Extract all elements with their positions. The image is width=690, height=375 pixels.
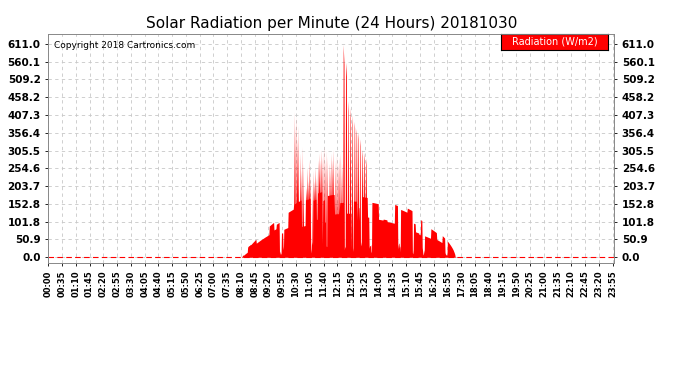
Text: Copyright 2018 Cartronics.com: Copyright 2018 Cartronics.com [54,40,195,50]
Title: Solar Radiation per Minute (24 Hours) 20181030: Solar Radiation per Minute (24 Hours) 20… [146,16,517,31]
